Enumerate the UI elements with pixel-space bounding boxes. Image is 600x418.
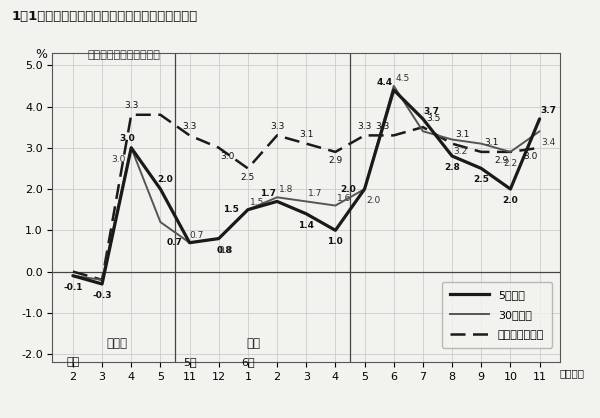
Text: 0.7: 0.7 [166, 238, 182, 247]
Text: 1.8: 1.8 [278, 185, 293, 194]
Text: 1－1図　賃金の動き　事業所規模別現金給与総額: 1－1図 賃金の動き 事業所規模別現金給与総額 [12, 10, 198, 23]
Text: 3.0: 3.0 [111, 155, 125, 164]
Text: 0.8: 0.8 [217, 246, 232, 255]
Text: 0.8: 0.8 [218, 246, 232, 255]
Text: 2.8: 2.8 [444, 163, 460, 172]
Text: 年平均: 年平均 [106, 337, 127, 350]
Text: 3.1: 3.1 [484, 138, 499, 147]
Text: 3.4: 3.4 [541, 138, 556, 147]
Text: 3.0: 3.0 [119, 134, 135, 143]
Text: %: % [35, 48, 47, 61]
Text: 3.3: 3.3 [375, 122, 389, 131]
Text: （前年比、前年同月比）: （前年比、前年同月比） [88, 50, 160, 60]
Text: 6年: 6年 [241, 357, 255, 367]
Text: 3.3: 3.3 [270, 122, 284, 131]
Text: 3.1: 3.1 [299, 130, 313, 139]
Text: 0.7: 0.7 [190, 231, 204, 240]
Legend: 5人以上, 30人以上, 消費者物価指数: 5人以上, 30人以上, 消費者物価指数 [442, 282, 552, 347]
Text: 2.0: 2.0 [157, 176, 173, 184]
Text: 1.5: 1.5 [223, 205, 239, 214]
Text: 2.5: 2.5 [241, 173, 255, 182]
Text: 1.0: 1.0 [328, 237, 343, 246]
Text: -0.3: -0.3 [92, 291, 112, 300]
Text: 2.2: 2.2 [503, 159, 517, 168]
Text: 3.2: 3.2 [454, 147, 468, 155]
Text: 3.3: 3.3 [358, 122, 372, 131]
Text: 2.9: 2.9 [494, 156, 509, 166]
Text: 3.5: 3.5 [426, 114, 440, 122]
Text: 2.0: 2.0 [503, 196, 518, 205]
Text: 3.0: 3.0 [220, 152, 235, 161]
Text: 3.7: 3.7 [424, 107, 440, 116]
Text: 4.5: 4.5 [395, 74, 410, 83]
Text: 月次: 月次 [247, 337, 261, 350]
Text: 1.7: 1.7 [260, 189, 277, 199]
Text: 3.0: 3.0 [524, 152, 538, 161]
Text: 3.3: 3.3 [182, 122, 197, 131]
Text: 1.6: 1.6 [337, 194, 352, 203]
Text: 3.7: 3.7 [541, 106, 556, 115]
Text: 令和: 令和 [66, 357, 80, 367]
Text: 1.7: 1.7 [308, 189, 322, 199]
Text: 4.4: 4.4 [377, 78, 393, 87]
Text: 2.0: 2.0 [366, 196, 380, 205]
Text: 1.4: 1.4 [298, 221, 314, 230]
Text: 2.9: 2.9 [328, 156, 343, 166]
Text: 3.3: 3.3 [124, 101, 139, 110]
Text: 5年: 5年 [183, 357, 196, 367]
Text: 1.5: 1.5 [250, 198, 264, 207]
Text: 2.0: 2.0 [340, 184, 356, 194]
Text: 2.5: 2.5 [473, 176, 489, 184]
Text: 3.1: 3.1 [455, 130, 469, 139]
Text: -0.1: -0.1 [63, 283, 83, 292]
Text: （速報）: （速報） [560, 368, 585, 378]
